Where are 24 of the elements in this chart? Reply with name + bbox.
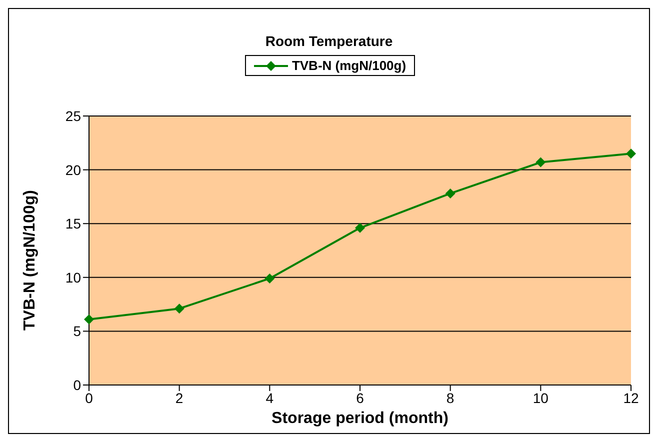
legend-label: TVB-N (mgN/100g): [290, 58, 406, 73]
y-tick-label: 15: [65, 216, 82, 232]
point: [445, 188, 456, 198]
x-tick-label: 0: [85, 390, 94, 406]
x-tick-label: 4: [266, 390, 274, 406]
y-tick-label: 0: [73, 376, 82, 393]
x-tick-label: 10: [532, 390, 549, 406]
y-tick-label: 5: [73, 323, 82, 340]
y-tick-label: 10: [65, 269, 82, 286]
point: [626, 148, 636, 159]
x-axis-title: Storage period (month): [272, 410, 448, 427]
y-tick-label: 20: [65, 162, 82, 178]
y-tick-label: 25: [65, 108, 82, 124]
y-axis-title: TVB-N (mgN/100g): [22, 190, 39, 330]
x-tick-label: 2: [175, 390, 184, 406]
point: [536, 157, 546, 168]
point: [264, 273, 275, 284]
point: [355, 222, 365, 233]
x-tick-label: 8: [446, 390, 454, 406]
x-tick-label: 12: [623, 390, 639, 406]
x-tick-label: 6: [356, 390, 364, 406]
point: [84, 314, 94, 324]
point: [174, 304, 184, 314]
chart-title: Room Temperature: [264, 33, 394, 49]
